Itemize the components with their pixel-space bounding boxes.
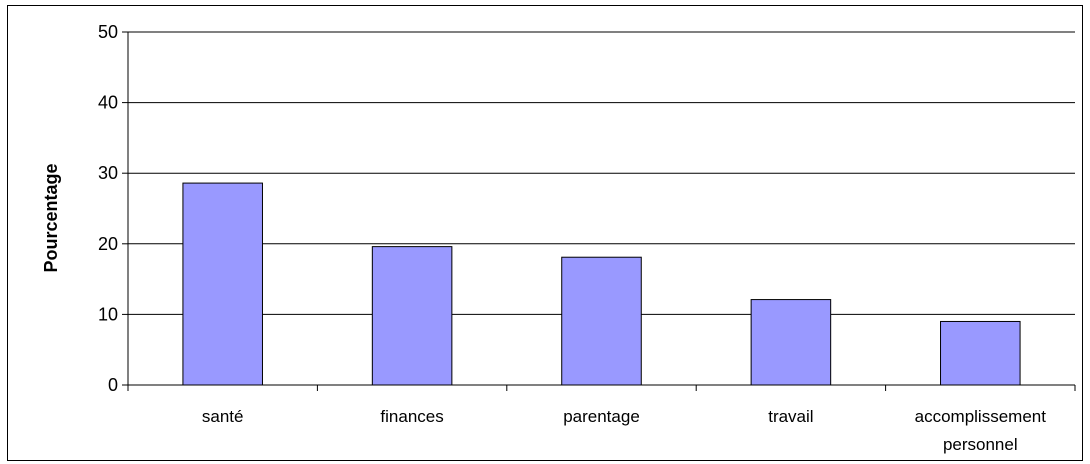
bars — [182, 182, 1021, 386]
y-tick-label: 0 — [108, 375, 118, 395]
x-tick-label: accomplissement personnel — [915, 407, 1047, 454]
y-tick-label: 10 — [98, 304, 118, 324]
bar-4 — [940, 320, 1021, 386]
x-tick-label: parentage — [563, 407, 640, 426]
y-tick-label: 40 — [98, 93, 118, 113]
bar-1 — [371, 246, 453, 386]
y-ticks: 0 10 20 30 40 50 — [98, 22, 128, 395]
bar-3 — [750, 299, 832, 386]
x-tick-label: travail — [768, 407, 813, 426]
bar-0 — [182, 182, 263, 386]
x-ticks: santé finances parentage travail accomplisse… — [127, 385, 1076, 454]
axes — [127, 32, 1075, 386]
y-axis-label: Pourcentage — [41, 163, 61, 272]
y-tick-label: 30 — [98, 163, 118, 183]
gridlines — [128, 31, 1075, 315]
x-tick-label: santé — [202, 407, 244, 426]
y-tick-label: 20 — [98, 234, 118, 254]
bar-2 — [561, 256, 642, 386]
x-tick-label: finances — [380, 407, 443, 426]
y-tick-label: 50 — [98, 22, 118, 42]
chart-border — [7, 5, 1083, 461]
